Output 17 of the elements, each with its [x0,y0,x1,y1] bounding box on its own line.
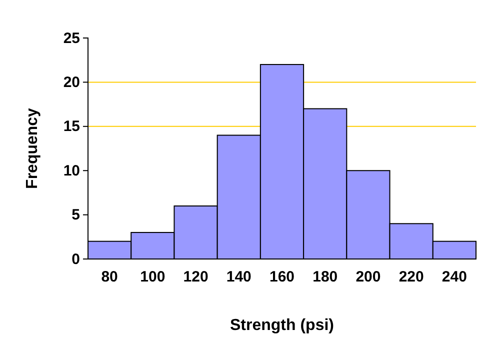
y-axis-title: Frequency [24,108,41,189]
y-tick-label: 0 [72,250,80,268]
x-tick-label: 180 [312,268,338,286]
x-axis-title: Strength (psi) [230,317,334,334]
x-tick-label: 200 [356,268,381,286]
x-tick-label: 140 [226,268,252,286]
y-tick-label: 20 [63,74,80,91]
x-tick-label: 80 [101,268,118,286]
y-tick-label: 5 [72,206,80,224]
x-tick-label: 120 [183,268,208,286]
y-tick-label: 10 [63,162,80,180]
x-tick-label: 160 [269,268,295,286]
y-tick-label: 25 [63,30,80,47]
x-tick-label: 100 [140,268,166,286]
x-tick-label: 240 [442,268,467,286]
x-tick-label: 220 [398,268,424,286]
y-tick-label: 15 [63,118,80,136]
